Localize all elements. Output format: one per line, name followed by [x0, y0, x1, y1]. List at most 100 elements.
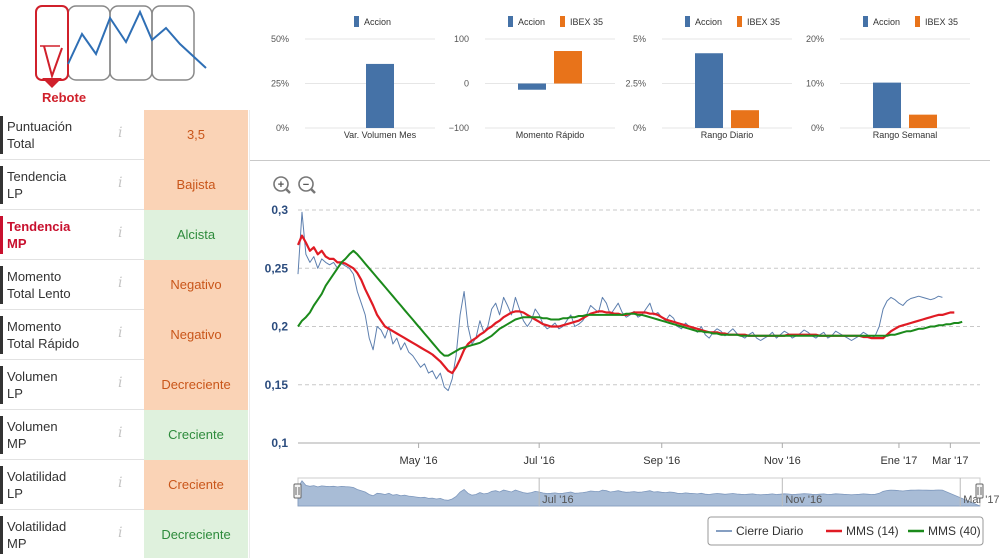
horizontal-divider: [250, 160, 990, 161]
pattern-label: Rebote: [42, 90, 87, 105]
info-icon[interactable]: i: [118, 125, 123, 141]
indicator-name: Puntuación Total: [7, 119, 73, 151]
indicator-table: Puntuación Total i 3,5 Tendencia LP i Bajista…: [0, 110, 248, 558]
legend-swatch: [737, 16, 742, 27]
zoom-in-icon[interactable]: +: [273, 176, 291, 194]
indicator-value: Decreciente: [144, 510, 248, 558]
tick-label: −100: [449, 123, 469, 133]
navigator-area: [297, 480, 981, 507]
indicator-marker: [0, 116, 3, 154]
info-icon[interactable]: i: [118, 375, 123, 391]
indicator-name: Tendencia MP: [7, 219, 71, 251]
category-label: Rango Diario: [701, 130, 754, 140]
indicator-name: Tendencia LP: [7, 169, 67, 201]
indicator-marker: [0, 366, 3, 404]
indicator-row: Momento Total Lento i Negativo: [0, 260, 248, 310]
indicator-marker: [0, 416, 3, 454]
bar[interactable]: [554, 51, 582, 84]
legend-label[interactable]: MMS (40): [928, 524, 981, 538]
category-label: Momento Rápido: [516, 130, 585, 140]
price-chart: + − 0,1 0,15 0,2 0,25 0,3 May '16 Jul '16 Sep '16…: [250, 162, 1000, 558]
series-line[interactable]: [297, 211, 943, 392]
indicator-value: Creciente: [144, 460, 248, 510]
series-line[interactable]: [296, 234, 955, 375]
vertical-divider: [249, 110, 250, 558]
legend-label: Accion: [873, 17, 900, 27]
x-tick-label: Sep '16: [643, 455, 680, 467]
tick-label: 50%: [271, 34, 289, 44]
zoom-out-symbol: −: [303, 179, 309, 191]
indicator-row: Volumen MP i Creciente: [0, 410, 248, 460]
tick-label: 10%: [806, 79, 824, 89]
legend-swatch: [863, 16, 868, 27]
indicator-row: Volatilidad LP i Creciente: [0, 460, 248, 510]
indicator-name: Volatilidad MP: [7, 519, 67, 551]
navigator-label: Mar '17: [963, 494, 999, 506]
indicator-marker: [0, 466, 3, 504]
navigator-handle[interactable]: [975, 483, 984, 499]
legend-label: Accion: [364, 17, 391, 27]
bar-chart-momento: Accion IBEX 35 −100 0 100 Momento Rápido: [435, 8, 635, 148]
legend-label[interactable]: Cierre Diario: [736, 524, 804, 538]
bar-chart-rango-semanal: Accion IBEX 35 0% 10% 20% Rango Semanal: [790, 8, 990, 148]
info-icon[interactable]: i: [118, 425, 123, 441]
indicator-name: Volatilidad LP: [7, 469, 67, 501]
legend-swatch: [354, 16, 359, 27]
legend-label: IBEX 35: [747, 17, 780, 27]
info-icon[interactable]: i: [118, 525, 123, 541]
indicator-row: Tendencia LP i Bajista: [0, 160, 248, 210]
tick-label: 0%: [633, 123, 646, 133]
zoom-out-icon[interactable]: −: [298, 176, 316, 194]
legend-swatch: [685, 16, 690, 27]
tick-label: 0: [464, 79, 469, 89]
indicator-marker: [0, 166, 3, 204]
bar[interactable]: [366, 63, 394, 128]
legend-swatch: [560, 16, 565, 27]
series-line[interactable]: [297, 249, 963, 357]
indicator-name: Momento Total Lento: [7, 269, 71, 301]
x-tick-label: Nov '16: [764, 455, 801, 467]
navigator-label: Jul '16: [542, 494, 573, 506]
bar[interactable]: [518, 83, 546, 90]
y-tick-label: 0,2: [271, 320, 288, 334]
info-icon[interactable]: i: [118, 225, 123, 241]
legend-label: IBEX 35: [570, 17, 603, 27]
tick-label: 0%: [811, 123, 824, 133]
indicator-value: Bajista: [144, 160, 248, 210]
x-tick-label: Mar '17: [932, 455, 968, 467]
category-label: Rango Semanal: [873, 130, 938, 140]
indicator-row: Momento Total Rápido i Negativo: [0, 310, 248, 360]
info-icon[interactable]: i: [118, 475, 123, 491]
indicator-value: Creciente: [144, 410, 248, 460]
info-icon[interactable]: i: [118, 325, 123, 341]
indicator-value: Alcista: [144, 210, 248, 260]
bar[interactable]: [731, 110, 759, 128]
legend-label[interactable]: MMS (14): [846, 524, 899, 538]
category-label: Var. Volumen Mes: [344, 130, 417, 140]
tick-label: 5%: [633, 34, 646, 44]
bar[interactable]: [873, 82, 901, 128]
legend-swatch: [915, 16, 920, 27]
x-tick-label: May '16: [399, 455, 437, 467]
bar[interactable]: [695, 53, 723, 128]
tick-label: 2.5%: [625, 79, 646, 89]
y-tick-label: 0,15: [265, 378, 289, 392]
indicator-name: Volumen MP: [7, 419, 58, 451]
bar[interactable]: [909, 114, 937, 128]
indicator-name: Volumen LP: [7, 369, 58, 401]
indicator-value: 3,5: [144, 110, 248, 160]
y-tick-label: 0,1: [271, 436, 288, 450]
rebound-pattern-icon: [35, 5, 207, 88]
legend-label: Accion: [518, 17, 545, 27]
indicator-name: Momento Total Rápido: [7, 319, 80, 351]
info-icon[interactable]: i: [118, 175, 123, 191]
x-tick-label: Jul '16: [523, 455, 554, 467]
tick-label: 20%: [806, 34, 824, 44]
indicator-value: Negativo: [144, 310, 248, 360]
info-icon[interactable]: i: [118, 275, 123, 291]
navigator-label: Nov '16: [785, 494, 822, 506]
indicator-row: Volumen LP i Decreciente: [0, 360, 248, 410]
indicator-row: Tendencia MP i Alcista: [0, 210, 248, 260]
navigator-handle[interactable]: [293, 483, 302, 499]
indicator-marker: [0, 316, 3, 354]
